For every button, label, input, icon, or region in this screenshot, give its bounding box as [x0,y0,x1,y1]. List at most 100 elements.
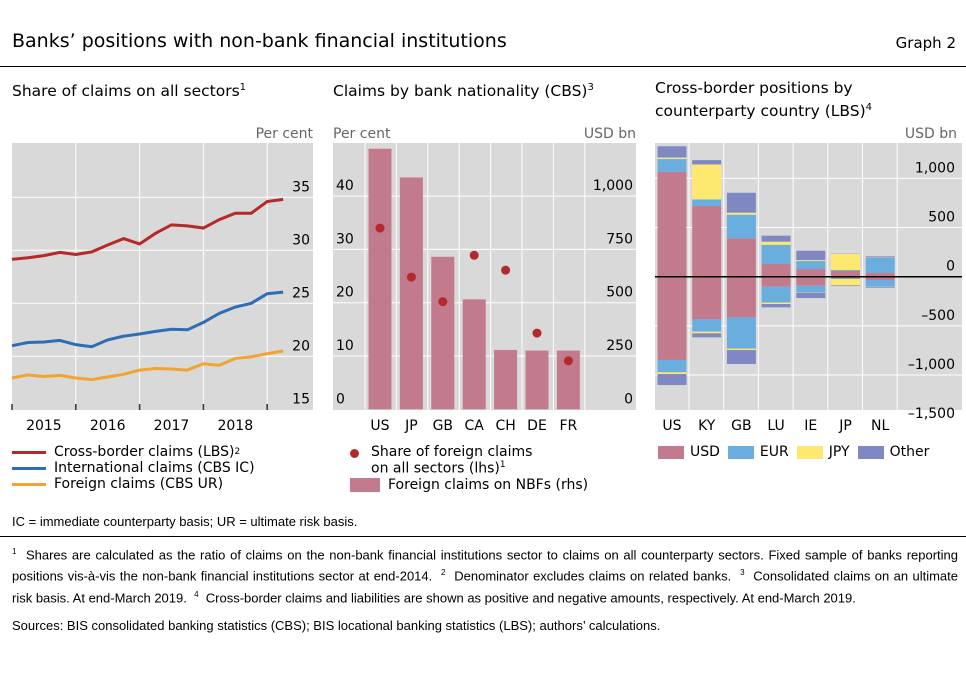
bar-JP [399,177,423,410]
footnote-ref: 4 [865,102,873,113]
bar-IE-other-pos [796,250,826,261]
bar-GB-other-pos [726,192,756,213]
bar-LU-other-pos [761,235,791,242]
x-tick-label: 2016 [90,418,126,434]
legend-label: JPY [828,444,850,460]
bar-NL-eur-neg [865,280,895,287]
footnote-ref: 2 [234,447,241,457]
dot-DE [532,328,542,338]
y-tick-label: –500 [921,308,955,324]
bar-NL-eur-pos [865,257,895,274]
legend-swatch-red [12,450,46,454]
y-left-tick-label: 40 [336,178,354,194]
charts-svg: Per cent Per cent USD bn USD bn 15 20 25 30… [11,126,962,434]
bar-IE-usd-neg [796,276,826,286]
footnote-ref: 1 [239,82,247,93]
y-tick-label: 20 [292,338,310,354]
dot-FR [563,356,573,366]
x-tick-label: 2017 [154,418,190,434]
graph-number: Graph 2 [895,34,956,52]
x-tick-label: US [370,418,389,434]
footnotes: 1 Shares are calculated as the ratio of … [12,543,958,607]
legend-swatch-blue [12,466,46,470]
bar-KY-eur-neg [692,319,722,332]
bar-NL-other-neg [865,286,895,288]
bar-IE-jpy-pos [796,260,826,262]
x-tick-label: GB [433,418,453,434]
right-axis-unit: USD bn [905,126,957,142]
y-right-tick-label: 250 [606,338,633,354]
y-right-tick-label: 0 [624,391,633,407]
bar-GB-eur-neg [726,317,756,349]
panel-title-mid: Claims by bank nationality (CBS)3 [333,78,594,101]
bar-JP-jpy-neg [831,279,860,286]
x-tick-label: GB [731,418,751,434]
bar-US-other-neg [657,374,687,386]
bar-US-other-pos [657,146,687,158]
series-line-0 [11,197,284,261]
dot-marker-icon [350,449,359,458]
x-tick-label: DE [527,418,547,434]
dot-GB [438,297,448,307]
panel-title-line1: Cross-border positions by [655,79,853,97]
bar-LU-other-neg [761,304,791,308]
legend-item: Foreign claims (CBS UR) [12,476,255,492]
series-line-1 [11,290,284,349]
legend-mid: Share of foreign claims on all sectors (l… [350,444,588,493]
sources: Sources: BIS consolidated banking statis… [12,617,661,633]
legend-item: JPY [796,444,850,460]
y-tick-label: 1,000 [915,160,955,176]
x-tick-label: FR [560,418,578,434]
legend-item: EUR [727,444,789,460]
y-tick-label: 0 [946,259,955,275]
bar-GB [431,256,455,410]
bar-JP-eur-pos [831,270,860,271]
panel-title-line2: counterparty country (LBS) [655,102,866,121]
abbreviations: IC = immediate counterparty basis; UR = … [12,514,358,529]
legend-label: Cross-border claims (LBS) [54,444,235,460]
panel-title-text: Share of claims on all sectors [12,82,240,101]
y-tick-label: –1,500 [908,406,955,422]
swatch-usd [658,445,684,459]
bar-LU-usd-neg [761,276,791,287]
bar-KY-other-neg [692,333,722,338]
bar-US-eur-pos [657,159,687,172]
bar-KY-other-pos [692,160,722,165]
dot-CA [469,250,479,260]
bar-NL-other-pos [865,256,895,258]
legend-item: Cross-border claims (LBS) 2 [12,444,255,460]
bar-DE [525,350,549,410]
bar-US-usd-neg [657,276,687,360]
x-tick-label: 2015 [26,418,62,434]
bar-NL-usd-pos [865,273,895,277]
series-line-2 [11,349,284,382]
bar-GB-other-neg [726,350,756,364]
bar-GB-usd-neg [726,276,756,318]
dot-CH [501,265,511,275]
bar-JP-usd-pos [831,270,860,277]
x-tick-label: JP [404,418,418,434]
legend-item: International claims (CBS IC) [12,460,255,476]
y-tick-label: 500 [928,210,955,226]
legend-label: International claims (CBS IC) [54,460,255,476]
x-tick-label: JP [838,418,852,434]
bar-GB-jpy-pos [726,212,756,215]
bar-JP-other-neg [831,285,860,287]
bar-US-jpy-pos [657,157,687,160]
bar-LU-eur-neg [761,286,791,303]
legend-item: Foreign claims on NBFs (rhs) [350,477,588,493]
footnote-4: Cross-border claims and liabilities are … [205,589,856,605]
bar-KY-usd-pos [692,206,722,277]
bar-GB-jpy-neg [726,348,756,351]
legend-right: USD EUR JPY Other [658,444,963,460]
footnote-1: Shares are calculated as the ratio of cl… [12,547,958,584]
y-tick-label: –1,000 [908,357,955,373]
legend-item: Other [857,444,929,460]
legend-label: Foreign claims on NBFs (rhs) [388,476,589,493]
bar-CA [462,299,486,410]
y-right-tick-label: 750 [606,231,633,247]
x-tick-label: CA [465,418,485,434]
y-right-tick-label: 500 [606,285,633,301]
bar-LU-eur-pos [761,244,791,265]
